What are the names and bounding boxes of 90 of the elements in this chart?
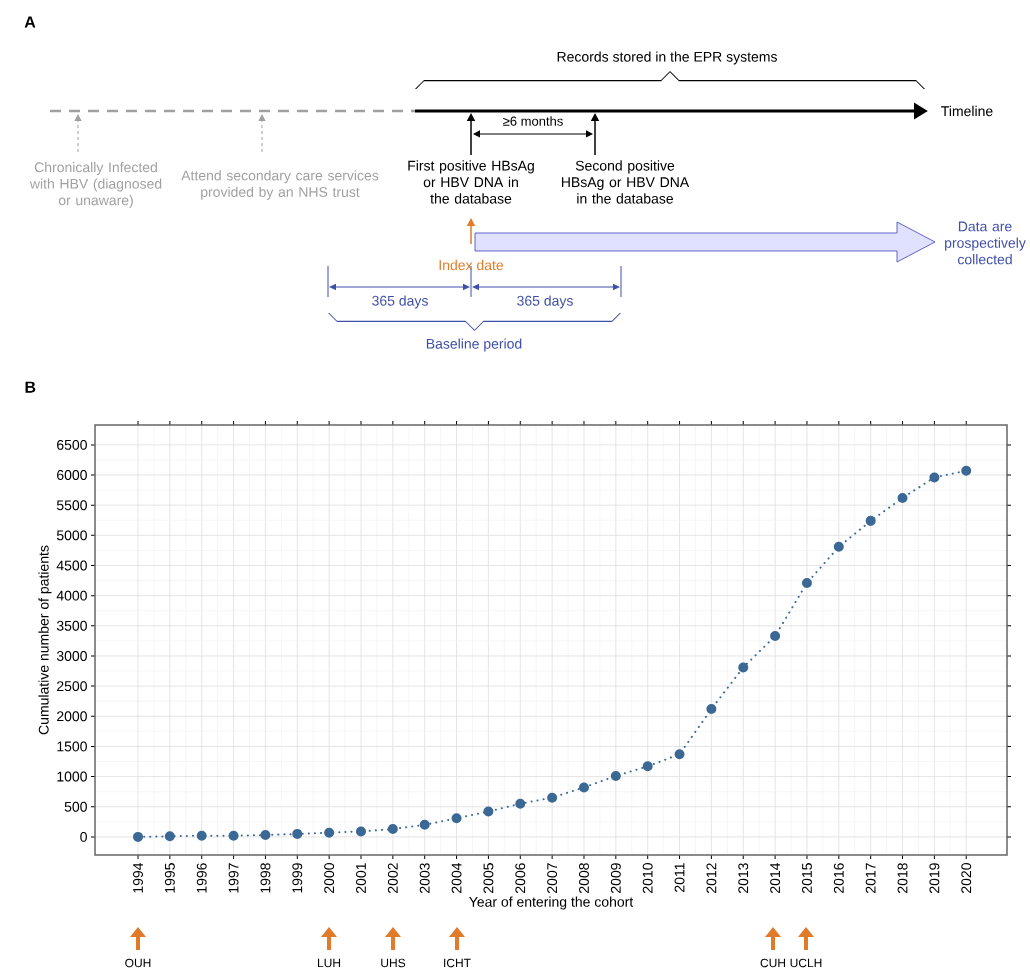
x-tick-label: 2000 (324, 863, 335, 893)
x-tick-label: 2020 (961, 863, 972, 893)
point (196, 830, 207, 841)
point (770, 631, 781, 642)
y-tick-label: 0 (80, 831, 87, 842)
text: Data are prospectively collected (945, 221, 1026, 265)
point (897, 492, 908, 503)
text: Index date (439, 259, 504, 271)
y-axis-title: Cumulative number of patients (38, 545, 52, 735)
x-tick-label: 1998 (260, 863, 271, 893)
text: 365 days (372, 295, 428, 309)
point (642, 761, 653, 772)
x-tick-label: 2017 (865, 863, 876, 893)
y-tick-label: 5000 (56, 530, 87, 541)
point (292, 828, 303, 839)
x-tick-label: 1995 (164, 863, 175, 893)
x-tick-label: 2018 (897, 863, 908, 893)
text: Attend secondary care services provided by an NHS trust (181, 170, 379, 200)
point (324, 827, 335, 838)
x-tick-label: 2011 (674, 863, 685, 892)
text: Second positive HBsAg or HBV DNA in the database (561, 160, 690, 204)
point (738, 662, 749, 673)
y-tick-label: 1000 (57, 771, 87, 782)
text: ≥6 months (503, 116, 563, 126)
y-tick-label: 500 (64, 801, 87, 812)
point (483, 806, 494, 817)
point (547, 792, 558, 803)
y-tick-label: 2000 (57, 711, 87, 722)
point (164, 831, 175, 842)
text: CUH (760, 958, 786, 968)
y-tick-label: 5500 (56, 500, 87, 511)
point (610, 770, 621, 781)
x-tick-label: 2016 (833, 863, 844, 893)
text: 365 days (517, 295, 573, 309)
text: LUH (317, 958, 341, 968)
x-tick-label: 2006 (515, 863, 526, 893)
point (419, 819, 430, 830)
point (260, 830, 271, 841)
point (929, 472, 940, 483)
x-tick-label: 2007 (547, 863, 558, 893)
y-tick-label: 6000 (57, 470, 87, 480)
point (133, 831, 144, 842)
x-tick-label: 1999 (292, 863, 303, 893)
x-tick-label: 2014 (770, 862, 781, 893)
x-tick-label: 1994 (133, 862, 143, 893)
point (961, 465, 972, 476)
point (387, 824, 398, 835)
point (865, 515, 876, 526)
point (833, 541, 844, 552)
point (801, 577, 812, 588)
x-tick-label: 2019 (929, 863, 940, 893)
y-tick-label: 4500 (56, 560, 87, 571)
x-tick-label: 2012 (706, 863, 717, 893)
x-tick-label: 2008 (579, 863, 589, 893)
x-tick-label: 1996 (196, 863, 207, 893)
chart-title: B (25, 381, 36, 393)
x-tick-label: 2003 (419, 863, 430, 893)
text: UHS (381, 958, 406, 968)
y-tick-label: 2500 (57, 681, 87, 692)
x-tick-label: 2013 (738, 863, 749, 893)
point (515, 798, 526, 809)
x-axis-title: Year of entering the cohort (469, 896, 634, 910)
point (674, 749, 685, 760)
text: First positive HBsAg or HBV DNA in the database (408, 160, 534, 204)
text: Records stored in the EPR systems (557, 51, 777, 65)
text: OUH (125, 958, 151, 968)
point (451, 813, 462, 824)
y-tick-label: 4000 (56, 590, 87, 601)
x-tick-label: 2002 (387, 863, 398, 893)
x-tick-label: 2005 (483, 863, 494, 893)
point (706, 704, 717, 715)
text: Baseline period (426, 338, 522, 352)
y-tick-label: 6500 (57, 439, 87, 450)
text: ICHT (444, 958, 471, 968)
y-tick-label: 1500 (57, 741, 87, 752)
point (355, 826, 366, 837)
x-tick-label: 2004 (451, 862, 462, 893)
x-tick-label: 2009 (610, 863, 621, 893)
x-tick-label: 2001 (356, 863, 366, 893)
point (228, 830, 239, 841)
x-tick-label: 2015 (801, 863, 812, 893)
text: UCLH (790, 958, 822, 968)
x-tick-label: 2010 (642, 863, 653, 893)
text: Chronically Infected with HBV (diagnosed or unaware) (29, 161, 162, 209)
text: A (24, 16, 36, 28)
x-tick-label: 1997 (228, 863, 239, 893)
text: Timeline (941, 105, 993, 117)
point (578, 782, 589, 793)
y-tick-label: 3500 (56, 620, 87, 631)
y-tick-label: 3000 (56, 651, 87, 661)
